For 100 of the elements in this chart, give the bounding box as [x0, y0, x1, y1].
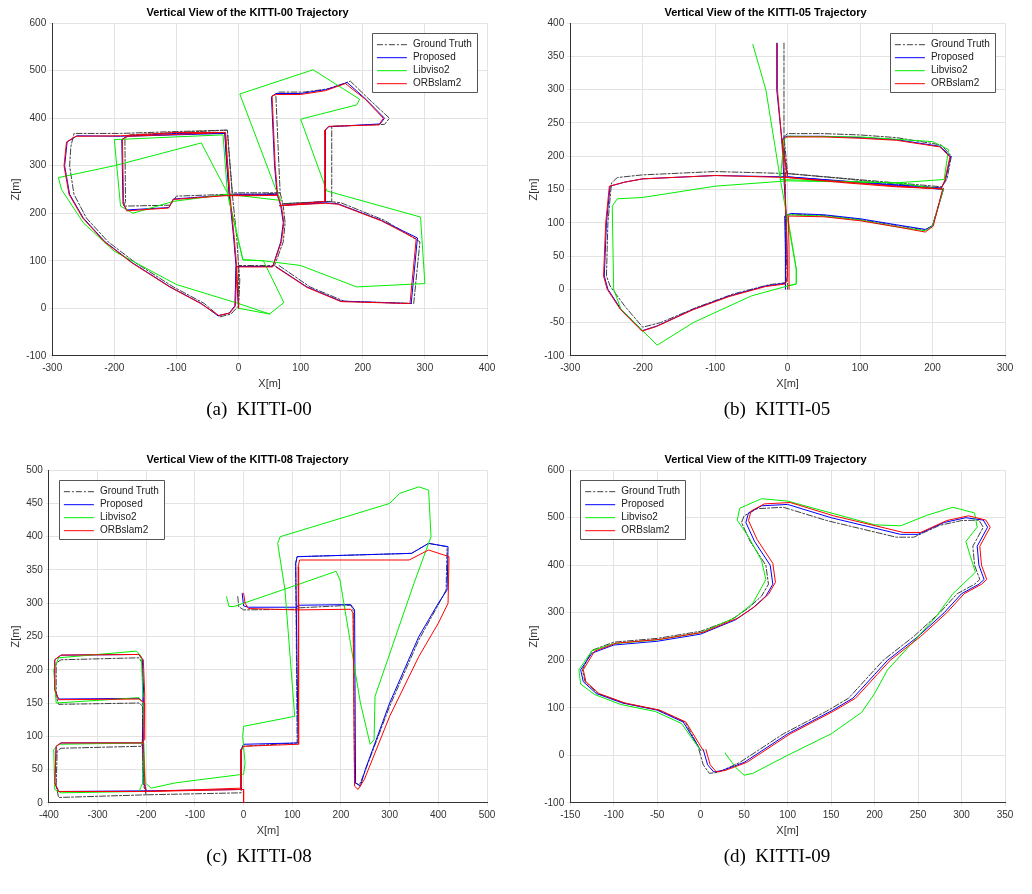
legend-label: Libviso2 [621, 511, 659, 523]
y-tick-label: 100 [26, 730, 44, 742]
legend-label: Ground Truth [412, 38, 472, 50]
legend-label: ORBslam2 [99, 524, 149, 536]
y-tick-label: 50 [31, 763, 44, 775]
y-tick-label: 100 [547, 701, 565, 713]
x-tick-label: -200 [104, 361, 125, 373]
chart-title: Vertical View of the KITTI-05 Trajectory [664, 5, 868, 18]
y-tick-label: 400 [547, 558, 565, 570]
y-tick-label: 200 [29, 207, 47, 219]
text: (b) KITTI-05 [722, 398, 832, 420]
legend-label: Ground Truth [99, 485, 159, 497]
y-tick-label: 400 [29, 111, 47, 123]
y-tick-label: 100 [29, 254, 47, 266]
x-tick-label: 350 [996, 808, 1014, 820]
x-tick-label: 400 [478, 361, 496, 373]
y-tick-label: 500 [26, 463, 44, 475]
y-tick-label: 250 [547, 116, 565, 128]
x-tick-label: 200 [924, 361, 942, 373]
x-tick-label: -400 [38, 808, 60, 820]
x-tick-label: 50 [738, 808, 751, 820]
legend-label: Ground Truth [621, 485, 681, 497]
x-tick-label: 100 [292, 361, 310, 373]
legend-label: ORBslam2 [930, 77, 980, 89]
x-tick-label: -100 [603, 808, 625, 820]
x-tick-label: 300 [953, 808, 971, 820]
x-tick-label: 400 [429, 808, 448, 820]
y-tick-label: 250 [26, 630, 44, 642]
x-axis-title: X[m] [776, 377, 799, 390]
y-tick-label: 600 [29, 16, 47, 28]
y-tick-label: 0 [558, 283, 565, 295]
legend-label: Proposed [412, 51, 456, 63]
y-tick-label: 0 [37, 796, 44, 808]
x-tick-label: 150 [822, 808, 840, 820]
legend-label: Libviso2 [930, 64, 969, 76]
x-tick-label: 0 [235, 361, 242, 373]
y-tick-label: 50 [553, 249, 565, 261]
y-tick-label: 150 [26, 696, 44, 708]
text: (c) KITTI-08 [205, 845, 313, 867]
legend-label: ORBslam2 [412, 77, 462, 89]
y-tick-label: 400 [547, 16, 565, 28]
x-tick-label: -150 [560, 808, 581, 820]
y-tick-label: 350 [547, 50, 565, 62]
x-tick-label: 200 [332, 808, 350, 820]
x-tick-label: 300 [996, 361, 1014, 373]
y-tick-label: 300 [547, 83, 565, 95]
x-tick-label: 500 [478, 808, 496, 820]
x-tick-label: -100 [166, 361, 187, 373]
legend-label: Proposed [621, 498, 665, 510]
y-axis-title: Z[m] [526, 178, 539, 201]
y-tick-label: 350 [26, 563, 44, 575]
legend-label: Proposed [930, 51, 974, 63]
y-tick-label: 0 [558, 749, 565, 761]
x-tick-label: -100 [184, 808, 206, 820]
x-tick-label: 100 [283, 808, 302, 820]
chart-title: Vertical View of the KITTI-00 Trajectory [146, 5, 350, 18]
x-tick-label: 300 [416, 361, 434, 373]
y-tick-label: 100 [547, 216, 565, 228]
x-tick-label: -200 [632, 361, 654, 373]
x-tick-label: 0 [784, 361, 791, 373]
x-tick-label: -100 [705, 361, 726, 373]
y-axis-title: Z[m] [8, 178, 21, 201]
x-tick-label: 100 [851, 361, 869, 373]
y-tick-label: 500 [547, 511, 565, 523]
x-tick-label: 200 [866, 808, 884, 820]
y-tick-label: -50 [549, 316, 565, 328]
y-tick-label: -100 [26, 349, 47, 361]
y-tick-label: 600 [547, 463, 565, 475]
chart-title: Vertical View of the KITTI-09 Trajectory [664, 452, 868, 465]
x-tick-label: -50 [649, 808, 665, 820]
legend-label: Libviso2 [99, 511, 138, 523]
y-axis-title: Z[m] [8, 625, 21, 648]
y-tick-label: 200 [26, 663, 44, 675]
legend-label: Libviso2 [412, 64, 451, 76]
y-tick-label: 450 [26, 497, 44, 509]
x-tick-label: -300 [42, 361, 63, 373]
x-tick-label: -200 [136, 808, 157, 820]
chart-title: Vertical View of the KITTI-08 Trajectory [146, 452, 350, 465]
legend-label: Proposed [99, 498, 143, 510]
x-tick-label: -300 [560, 361, 581, 373]
x-tick-label: 100 [779, 808, 797, 820]
x-tick-label: 0 [240, 808, 247, 820]
x-axis-title: X[m] [256, 824, 280, 837]
x-axis-title: X[m] [776, 824, 799, 837]
x-tick-label: 0 [697, 808, 704, 820]
y-tick-label: 500 [29, 64, 47, 76]
x-tick-label: -300 [87, 808, 109, 820]
y-tick-label: 200 [547, 149, 565, 161]
y-tick-label: 0 [40, 302, 47, 314]
y-tick-label: 300 [26, 596, 44, 608]
y-tick-label: -100 [544, 796, 565, 808]
y-axis-title: Z[m] [526, 625, 539, 648]
x-tick-label: 250 [909, 808, 927, 820]
y-tick-label: 300 [29, 159, 47, 171]
legend-label: Ground Truth [930, 38, 990, 50]
y-tick-label: 400 [26, 530, 44, 542]
x-axis-title: X[m] [258, 377, 281, 390]
text: (d) KITTI-09 [722, 845, 832, 867]
y-tick-label: 300 [547, 606, 565, 618]
y-tick-label: -100 [544, 349, 565, 361]
